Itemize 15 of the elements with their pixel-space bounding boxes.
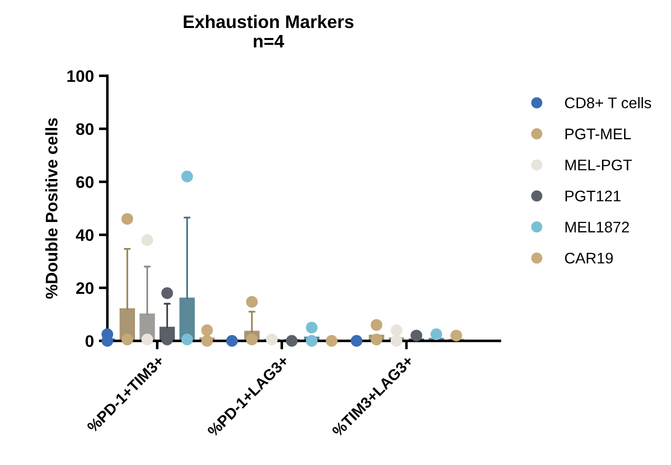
- y-tick-label: 60: [76, 176, 94, 188]
- y-tick-label: 20: [76, 282, 94, 294]
- legend-label: MEL1872: [566, 222, 629, 232]
- y-tick-label: 80: [76, 123, 94, 136]
- y-axis-title: %Double Positive cells: [45, 118, 58, 299]
- y-tick-label: 100: [67, 70, 94, 82]
- legend-label: CD8+ T cells: [565, 97, 652, 108]
- chart-title: Exhaustion Markers: [184, 14, 354, 28]
- legend-label: CAR19: [565, 252, 613, 264]
- legend-label: MEL-PGT: [566, 160, 632, 170]
- y-tick-label: 0: [86, 335, 94, 348]
- legend-label: PGT-MEL: [566, 128, 631, 140]
- y-tick-label: 40: [76, 229, 94, 242]
- legend-label: PGT121: [566, 190, 620, 202]
- chart-subtitle: n=4: [254, 34, 284, 48]
